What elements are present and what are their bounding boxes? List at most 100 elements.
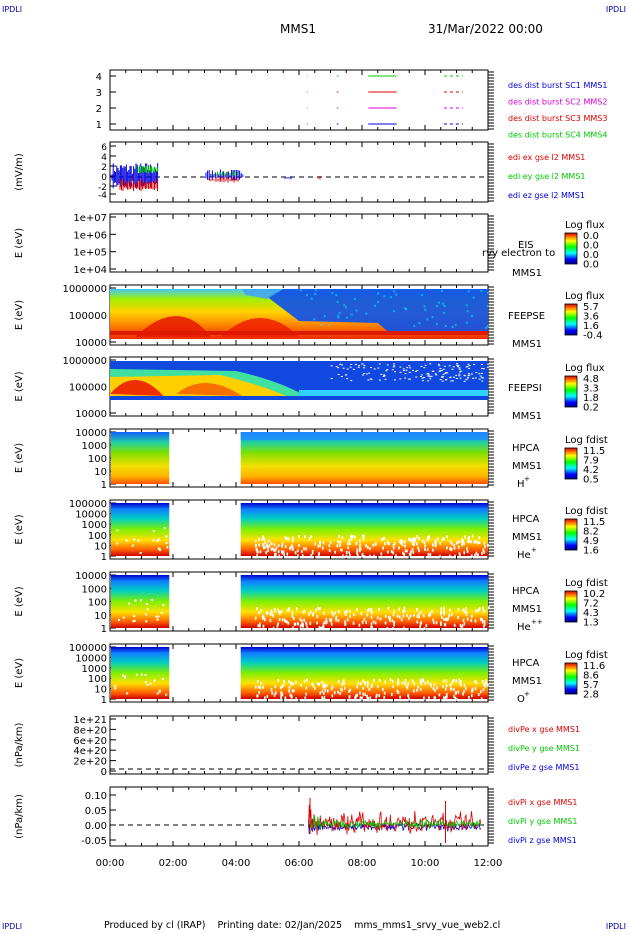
spectrogram-gap xyxy=(362,534,364,538)
spectrogram-gap xyxy=(337,610,340,614)
spectrogram-gap xyxy=(443,606,445,610)
spectrogram-gap xyxy=(297,554,299,558)
spectrogram-gap xyxy=(478,378,481,380)
spectrogram-gap xyxy=(324,688,327,692)
spectrogram-gap xyxy=(396,614,399,618)
spectrogram-gap xyxy=(413,538,415,542)
spectrogram-gap xyxy=(392,626,395,630)
spectrogram-gap xyxy=(403,606,406,610)
spectrogram-gap xyxy=(271,612,273,616)
spectrogram-gap xyxy=(283,679,286,683)
legend-entry: divPe y gse MMS1 xyxy=(508,744,580,753)
spectrogram-gap xyxy=(455,374,458,376)
spectrogram-gap xyxy=(438,693,441,697)
spectrogram-gap xyxy=(442,679,445,683)
spectrogram-gap xyxy=(270,542,273,546)
spectrogram-gap xyxy=(449,687,452,691)
spectrogram-gap xyxy=(475,681,478,685)
spectrogram-gap xyxy=(480,697,483,701)
spectrogram-gap xyxy=(312,684,315,688)
spectrogram-gap xyxy=(477,693,480,697)
spectrogram-gap xyxy=(329,540,332,544)
spectrogram-gap xyxy=(445,692,448,696)
y-tick-label: 1 xyxy=(101,552,107,563)
spectrogram-gap xyxy=(481,380,484,382)
colorbar xyxy=(564,590,578,623)
spectrogram-gap xyxy=(382,537,385,541)
spectrogram-gap xyxy=(428,376,431,378)
spectrogram-gap xyxy=(417,546,419,550)
spectrogram-gap xyxy=(440,611,443,615)
colorbar xyxy=(564,232,578,265)
spectrogram-gap xyxy=(158,689,161,692)
spectrogram-gap xyxy=(428,612,431,616)
spectrogram-gap xyxy=(340,687,342,691)
spectrogram-gap xyxy=(413,682,416,686)
spectrogram-gap xyxy=(400,541,402,545)
spectrogram-gap xyxy=(366,609,369,613)
spectrogram-gap xyxy=(292,682,294,686)
spectrogram-gap xyxy=(254,544,257,548)
spectrogram-gap xyxy=(384,680,387,684)
spectrogram-gap xyxy=(466,549,469,553)
spectrogram-gap xyxy=(463,380,466,382)
spectrogram-gap xyxy=(435,621,438,625)
spectrogram-gap xyxy=(277,550,280,554)
spectrogram-gap xyxy=(339,540,342,544)
y-tick-label: 1e+04 xyxy=(73,265,107,276)
spectrogram-gap xyxy=(382,687,384,691)
spectrogram-gap xyxy=(281,618,284,622)
spectrogram-gap xyxy=(459,624,462,628)
spectrogram-gap xyxy=(408,365,411,367)
spectrogram-gap xyxy=(441,376,444,378)
spectrogram-speckle xyxy=(313,318,316,321)
spectrogram-gap xyxy=(149,682,152,685)
spectrogram-gap xyxy=(292,689,295,693)
spectrogram-gap xyxy=(474,540,477,544)
spectrogram-gap xyxy=(299,624,302,628)
y-tick-label: 10000 xyxy=(75,653,107,664)
spectrogram-gap xyxy=(153,679,156,682)
spectrogram-gap xyxy=(476,541,479,545)
spectrogram-gap xyxy=(470,540,472,544)
spectrogram-gap xyxy=(326,689,329,693)
spectrogram-gap xyxy=(302,622,304,626)
spectrogram-gap xyxy=(457,616,459,620)
spectrogram-gap xyxy=(358,365,361,367)
spectrogram-gap xyxy=(441,615,443,619)
spectrogram-gap xyxy=(479,690,482,694)
spectrogram-gap xyxy=(330,378,333,380)
spectrogram-gap xyxy=(345,550,348,554)
spectrogram-gap xyxy=(395,554,397,558)
spectrogram-gap xyxy=(443,537,445,541)
spectrogram-speckle xyxy=(374,304,377,307)
colorbar xyxy=(564,662,578,695)
spectrogram-gap xyxy=(442,368,445,370)
spectrogram-gap xyxy=(483,624,485,628)
spectrogram-gap xyxy=(347,546,350,550)
spectrogram-gap xyxy=(305,547,308,551)
spectrogram-gap xyxy=(259,686,262,690)
instrument-label: HPCA xyxy=(512,658,540,669)
spectrogram-gap xyxy=(472,377,475,379)
spectrogram-gap xyxy=(457,540,460,544)
spectrogram-gap xyxy=(363,554,366,558)
spectrogram-gap xyxy=(411,548,414,552)
spectrogram-gap xyxy=(270,688,273,692)
spectrogram-gap xyxy=(426,537,429,541)
y-tick-label: 100 xyxy=(88,454,107,465)
spectrogram-gap xyxy=(146,608,149,611)
spectrogram-speckle xyxy=(299,289,302,292)
spectrogram-gap xyxy=(352,368,355,370)
spectrogram-gap xyxy=(318,552,320,556)
spectrogram-gap xyxy=(257,680,259,684)
spectrogram-gap xyxy=(358,623,361,627)
spectrogram-gap xyxy=(380,373,383,375)
panel-burst: 4 3 2 1 des dist burst SC1 MMS1 des dist burs… xyxy=(96,69,607,140)
spectrogram-gap xyxy=(362,679,365,683)
colorbar-tick-label: 0.5 xyxy=(583,475,599,486)
spectrogram-gap xyxy=(464,687,467,691)
spectrogram-gap xyxy=(126,692,129,695)
spectrogram-speckle xyxy=(486,305,489,308)
spectrogram-speckle xyxy=(431,316,434,319)
